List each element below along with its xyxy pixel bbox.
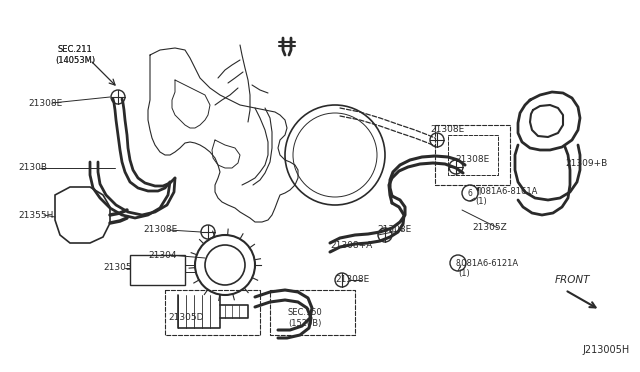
Text: SEC.211
(14053M): SEC.211 (14053M) — [55, 45, 95, 65]
Text: FRONT: FRONT — [555, 275, 591, 285]
Text: SEC.211
(14053M): SEC.211 (14053M) — [55, 45, 95, 65]
Text: 21308E: 21308E — [28, 99, 62, 108]
Text: 8: 8 — [456, 259, 460, 267]
Text: 21305: 21305 — [103, 263, 132, 273]
Text: 6: 6 — [468, 189, 472, 198]
Text: SEC.150
(1520B): SEC.150 (1520B) — [287, 308, 323, 328]
Text: 21305Z: 21305Z — [472, 224, 507, 232]
Text: J213005H: J213005H — [583, 345, 630, 355]
Text: ¶081A6-8161A
(1): ¶081A6-8161A (1) — [475, 186, 538, 206]
Text: 21308E: 21308E — [143, 225, 177, 234]
Text: 21308E: 21308E — [335, 276, 369, 285]
Text: 21309+B: 21309+B — [565, 158, 607, 167]
Text: 21308E: 21308E — [430, 125, 464, 135]
Text: 21308+A: 21308+A — [330, 241, 372, 250]
Text: 21308E: 21308E — [377, 225, 412, 234]
Text: 21308E: 21308E — [455, 155, 489, 164]
Text: 21304: 21304 — [148, 250, 177, 260]
Text: ¸081A6-6121A
(1): ¸081A6-6121A (1) — [458, 258, 519, 278]
Text: 21355H: 21355H — [18, 211, 53, 219]
Text: 2130B: 2130B — [18, 164, 47, 173]
Bar — [130, 255, 185, 285]
Text: 21305D: 21305D — [168, 314, 204, 323]
